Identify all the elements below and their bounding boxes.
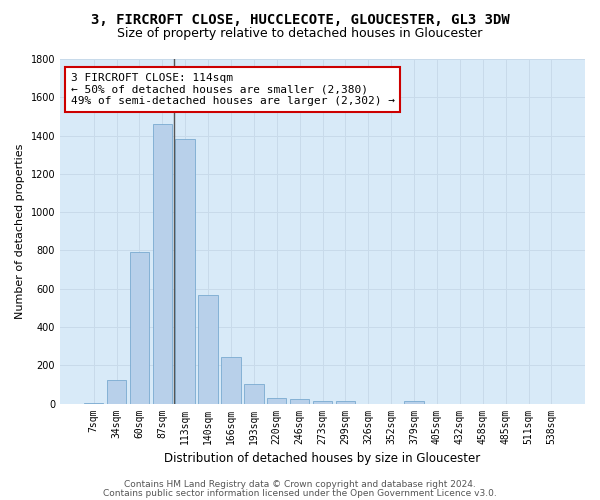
Bar <box>152 124 172 404</box>
Bar <box>267 398 286 404</box>
Bar <box>221 356 241 404</box>
X-axis label: Distribution of detached houses by size in Gloucester: Distribution of detached houses by size … <box>164 452 481 465</box>
Bar <box>107 380 126 404</box>
Y-axis label: Number of detached properties: Number of detached properties <box>15 144 25 319</box>
Bar <box>290 399 310 404</box>
Bar <box>404 400 424 404</box>
Bar <box>335 401 355 404</box>
Text: Contains HM Land Registry data © Crown copyright and database right 2024.: Contains HM Land Registry data © Crown c… <box>124 480 476 489</box>
Bar <box>175 140 195 404</box>
Bar <box>244 384 263 404</box>
Bar <box>313 400 332 404</box>
Bar <box>199 296 218 404</box>
Bar <box>130 252 149 404</box>
Text: 3 FIRCROFT CLOSE: 114sqm
← 50% of detached houses are smaller (2,380)
49% of sem: 3 FIRCROFT CLOSE: 114sqm ← 50% of detach… <box>71 73 395 106</box>
Text: 3, FIRCROFT CLOSE, HUCCLECOTE, GLOUCESTER, GL3 3DW: 3, FIRCROFT CLOSE, HUCCLECOTE, GLOUCESTE… <box>91 12 509 26</box>
Bar <box>84 402 103 404</box>
Text: Contains public sector information licensed under the Open Government Licence v3: Contains public sector information licen… <box>103 488 497 498</box>
Text: Size of property relative to detached houses in Gloucester: Size of property relative to detached ho… <box>118 28 482 40</box>
